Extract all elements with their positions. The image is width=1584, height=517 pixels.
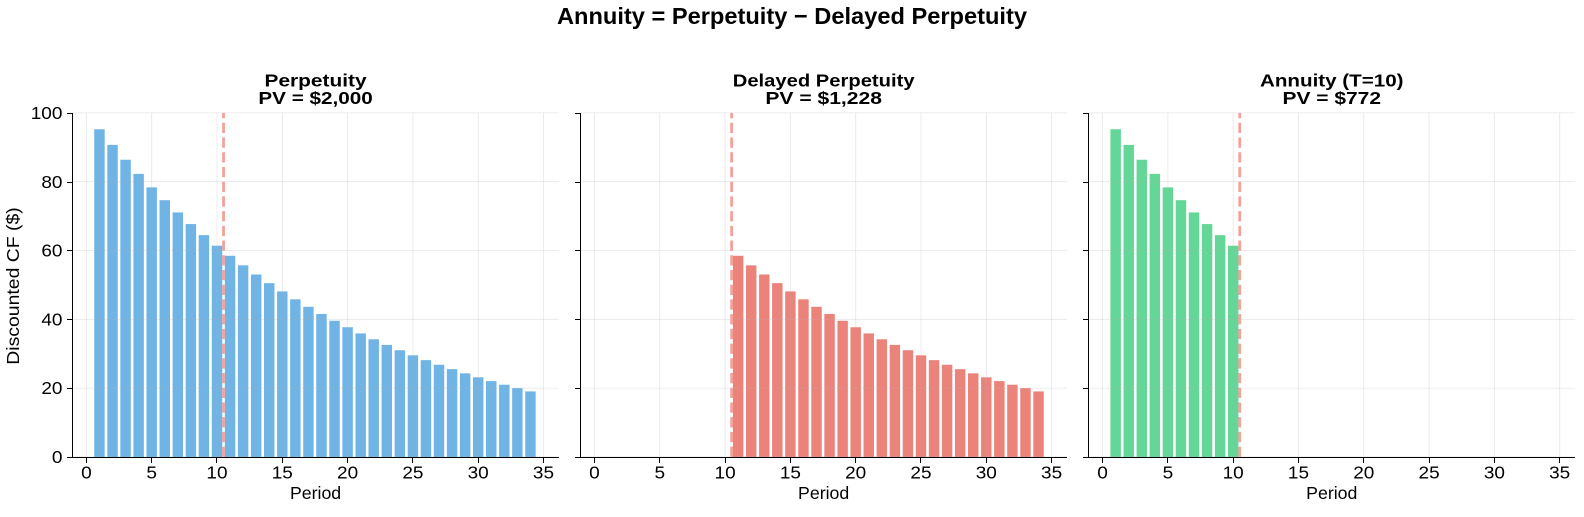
svg-text:15: 15 — [272, 462, 293, 482]
svg-text:30: 30 — [1484, 462, 1505, 482]
svg-text:Perpetuity: Perpetuity — [265, 71, 367, 91]
svg-text:35: 35 — [533, 462, 554, 482]
svg-text:25: 25 — [910, 462, 931, 482]
svg-text:15: 15 — [1288, 462, 1309, 482]
svg-text:35: 35 — [1041, 462, 1062, 482]
svg-text:100: 100 — [31, 103, 63, 123]
svg-text:Annuity (T=10): Annuity (T=10) — [1260, 71, 1404, 91]
svg-text:20: 20 — [41, 378, 62, 398]
svg-text:5: 5 — [655, 462, 666, 482]
svg-text:0: 0 — [589, 462, 600, 482]
svg-text:20: 20 — [1353, 462, 1374, 482]
svg-text:Period: Period — [798, 483, 849, 503]
svg-text:PV = $772: PV = $772 — [1283, 88, 1382, 108]
svg-text:0: 0 — [81, 462, 92, 482]
svg-text:0: 0 — [52, 447, 63, 467]
svg-text:15: 15 — [780, 462, 801, 482]
svg-text:10: 10 — [715, 462, 736, 482]
svg-text:Period: Period — [290, 483, 341, 503]
svg-text:Discounted CF ($): Discounted CF ($) — [3, 207, 23, 365]
svg-text:Delayed Perpetuity: Delayed Perpetuity — [733, 71, 915, 91]
svg-text:PV = $1,228: PV = $1,228 — [765, 88, 882, 108]
svg-text:20: 20 — [337, 462, 358, 482]
svg-text:80: 80 — [41, 172, 62, 192]
svg-text:40: 40 — [41, 309, 62, 329]
svg-text:30: 30 — [468, 462, 489, 482]
svg-text:30: 30 — [976, 462, 997, 482]
svg-text:Period: Period — [1306, 483, 1357, 503]
svg-text:35: 35 — [1549, 462, 1570, 482]
svg-text:5: 5 — [146, 462, 157, 482]
svg-text:Annuity = Perpetuity − Delayed: Annuity = Perpetuity − Delayed Perpetuit… — [557, 3, 1027, 29]
svg-text:25: 25 — [402, 462, 423, 482]
svg-text:10: 10 — [1223, 462, 1244, 482]
svg-text:10: 10 — [206, 462, 227, 482]
svg-text:5: 5 — [1163, 462, 1174, 482]
svg-text:25: 25 — [1419, 462, 1440, 482]
svg-text:0: 0 — [1097, 462, 1108, 482]
svg-text:60: 60 — [41, 241, 62, 261]
svg-text:20: 20 — [845, 462, 866, 482]
svg-text:PV = $2,000: PV = $2,000 — [258, 88, 372, 108]
